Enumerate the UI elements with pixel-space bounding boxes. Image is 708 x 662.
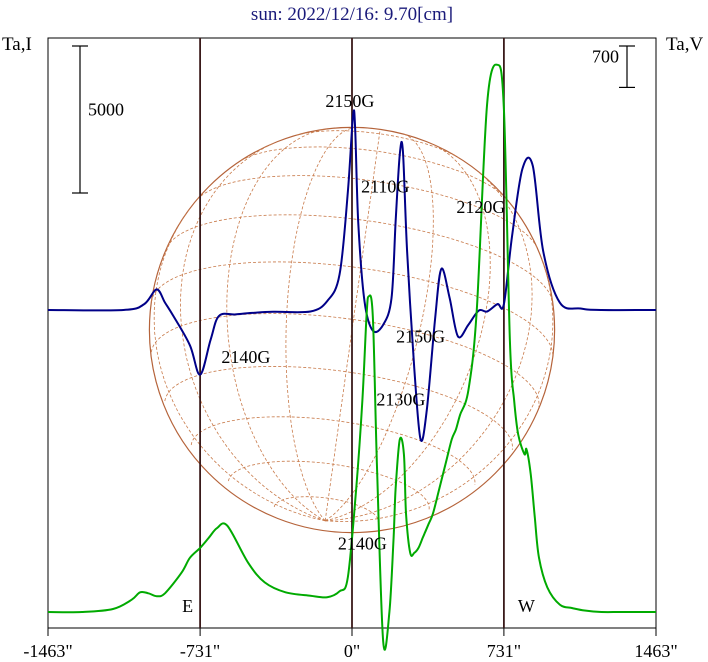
x-axis-ticks: -1463" -731" 0" 731" 1463" xyxy=(23,628,678,661)
disk-parallel xyxy=(164,365,513,450)
scale-bars: 5000 700 xyxy=(72,45,635,194)
x-tick-label: 0" xyxy=(344,641,360,661)
right-axis-label: Ta,V xyxy=(666,34,703,55)
curves xyxy=(47,63,657,651)
field-annotation: 2150G xyxy=(396,326,445,346)
series-line-intensity xyxy=(47,109,657,442)
limb-marker-label: W xyxy=(518,596,535,616)
disk-meridian xyxy=(324,134,434,522)
disk-parallel xyxy=(240,146,506,199)
x-tick-label: -731" xyxy=(180,641,220,661)
chart-title: sun: 2022/12/16: 9.70[cm] xyxy=(251,4,453,25)
disk-parallel xyxy=(190,416,476,485)
disk-parallel xyxy=(151,261,554,359)
field-annotation: 2140G xyxy=(221,347,270,367)
field-annotation: 2110G xyxy=(361,176,409,196)
field-annotation: 2140G xyxy=(338,534,387,554)
disk-meridian xyxy=(226,128,327,522)
left-axis-label: Ta,I xyxy=(2,34,32,55)
disk-meridian xyxy=(285,127,356,522)
disk-meridian xyxy=(325,143,491,522)
x-tick-label: -1463" xyxy=(23,641,72,661)
field-annotation: 2120G xyxy=(456,197,505,217)
disk-parallel xyxy=(150,313,540,407)
field-annotation: 2150G xyxy=(325,91,374,111)
limb-marker-label: E xyxy=(182,596,193,616)
scale-bar-label: 5000 xyxy=(88,100,124,120)
x-tick-label: 731" xyxy=(487,641,521,661)
x-tick-label: 1463" xyxy=(634,641,677,661)
disk-parallel xyxy=(273,496,379,522)
field-annotations: 2150G 2110G 2120G 2140G 2150G 2130G 2140G xyxy=(221,91,505,553)
series-line-polarization xyxy=(47,63,656,651)
disk-meridian xyxy=(180,142,326,522)
disk-parallel xyxy=(228,460,430,510)
field-annotation: 2130G xyxy=(376,390,425,410)
disk-meridian xyxy=(325,258,554,522)
disk-meridian xyxy=(153,208,326,522)
scale-bar-label: 700 xyxy=(592,47,619,67)
